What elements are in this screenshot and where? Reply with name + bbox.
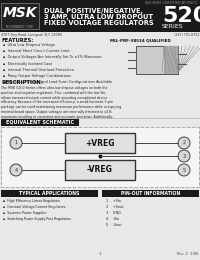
Text: maximum resulting in consistent and accurate operation. Additionally,: maximum resulting in consistent and accu… xyxy=(1,115,113,119)
Text: ▪  Internal Short Circuit Current Limit: ▪ Internal Short Circuit Current Limit xyxy=(3,49,70,53)
Text: 2    +Vout: 2 +Vout xyxy=(106,205,124,209)
Text: 4: 4 xyxy=(14,167,18,172)
Text: ▪  Switching Power Supply Post Regulators: ▪ Switching Power Supply Post Regulators xyxy=(3,217,71,221)
Text: M.S.KENNEDY CORP.: M.S.KENNEDY CORP. xyxy=(6,25,34,29)
Text: 3 AMP, ULTRA LOW DROPOUT: 3 AMP, ULTRA LOW DROPOUT xyxy=(44,14,153,20)
Bar xyxy=(1,3,39,29)
Text: (315) 701-6751: (315) 701-6751 xyxy=(174,33,199,37)
Text: 1    +Vin: 1 +Vin xyxy=(106,199,121,203)
Bar xyxy=(1,127,199,187)
Bar xyxy=(164,46,178,74)
Text: PIN-OUT INFORMATION: PIN-OUT INFORMATION xyxy=(121,191,180,196)
Text: 5200: 5200 xyxy=(162,6,200,26)
Circle shape xyxy=(178,150,190,162)
Text: 3    GND: 3 GND xyxy=(106,211,121,215)
Text: MIL-PRF-38534 QUALIFIED: MIL-PRF-38534 QUALIFIED xyxy=(110,38,171,42)
Circle shape xyxy=(10,164,22,176)
Text: ▪  Many Output Voltage Combinations: ▪ Many Output Voltage Combinations xyxy=(3,74,71,78)
Text: 2: 2 xyxy=(182,140,186,146)
Text: efficiency. Because of the increased efficiency, a small hermetic 5-pin: efficiency. Because of the increased eff… xyxy=(1,100,113,105)
Text: SERIES: SERIES xyxy=(162,24,184,29)
Text: 1: 1 xyxy=(99,252,101,256)
Bar xyxy=(0,0,200,32)
Circle shape xyxy=(178,164,190,176)
Text: 5: 5 xyxy=(182,167,186,172)
Text: 4    -Vin: 4 -Vin xyxy=(106,217,119,221)
Text: MSK: MSK xyxy=(3,6,37,20)
Text: Rev. C  1/00: Rev. C 1/00 xyxy=(177,252,198,256)
Text: ▪  Output Voltages Are Internally Set To ±1% Maximum: ▪ Output Voltages Are Internally Set To … xyxy=(3,55,102,59)
Text: ▪  Systems Power Supplies: ▪ Systems Power Supplies xyxy=(3,211,46,215)
Bar xyxy=(102,190,199,197)
Text: ▪  High Efficiency Linear Regulators: ▪ High Efficiency Linear Regulators xyxy=(3,199,60,203)
Text: 3: 3 xyxy=(182,153,186,159)
Text: 5    -Vout: 5 -Vout xyxy=(106,223,122,227)
Text: ISO-9001 CERTIFIED BY DSCC: ISO-9001 CERTIFIED BY DSCC xyxy=(145,2,197,5)
Circle shape xyxy=(178,137,190,149)
Text: FEATURES:: FEATURES: xyxy=(1,38,33,43)
Circle shape xyxy=(10,137,22,149)
Bar xyxy=(136,46,178,74)
Text: ▪  Ultra Low Dropout Voltage: ▪ Ultra Low Dropout Voltage xyxy=(3,43,55,47)
Bar xyxy=(65,160,135,180)
Bar xyxy=(1,119,79,126)
Text: -VREG: -VREG xyxy=(87,166,113,174)
Bar xyxy=(1,190,98,197)
Text: ▪  Alternate Package and Lead Form Configurations Available: ▪ Alternate Package and Lead Form Config… xyxy=(3,80,112,84)
Text: ▪  Electrically Isolated Case: ▪ Electrically Isolated Case xyxy=(3,62,52,66)
Text: 1: 1 xyxy=(14,140,18,146)
Text: minimal board space. Output voltages are internally trimmed to ±1%: minimal board space. Output voltages are… xyxy=(1,110,112,114)
Text: TYPICAL APPLICATIONS: TYPICAL APPLICATIONS xyxy=(19,191,80,196)
Text: package can be used maintaining maximum performance while occupy-ing: package can be used maintaining maximum … xyxy=(1,105,121,109)
Text: EQUIVALENT SCHEMATIC: EQUIVALENT SCHEMATIC xyxy=(6,120,74,125)
Text: DESCRIPTION:: DESCRIPTION: xyxy=(1,80,43,85)
Bar xyxy=(65,133,135,153)
Text: The MSK 5200 Series offers ultra low dropout voltages on both the: The MSK 5200 Series offers ultra low dro… xyxy=(1,86,108,90)
Text: ▪  Constant Voltage/Current Regulators: ▪ Constant Voltage/Current Regulators xyxy=(3,205,66,209)
Text: allows increased output current while providing exceptional device: allows increased output current while pr… xyxy=(1,96,107,100)
Text: DUAL POSITIVE/NEGATIVE,: DUAL POSITIVE/NEGATIVE, xyxy=(44,8,143,14)
Text: FIXED VOLTAGE REGULATORS: FIXED VOLTAGE REGULATORS xyxy=(44,20,154,26)
Text: positive and negative regulators. This, combined with the low Vin,: positive and negative regulators. This, … xyxy=(1,91,106,95)
Text: +VREG: +VREG xyxy=(85,139,115,147)
Text: ▪  Internal Thermal Overload Protection: ▪ Internal Thermal Overload Protection xyxy=(3,68,74,72)
Text: 4707 Dey Road, Liverpool, N.Y. 13088: 4707 Dey Road, Liverpool, N.Y. 13088 xyxy=(1,33,62,37)
